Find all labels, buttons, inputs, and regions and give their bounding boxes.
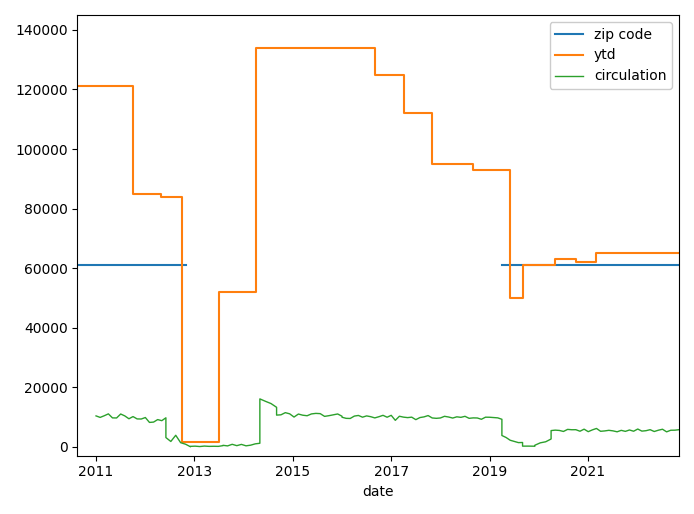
ytd <box>371 71 379 78</box>
Line: ytd: ytd <box>77 48 679 443</box>
ytd <box>572 259 580 265</box>
ytd <box>506 167 514 173</box>
ytd <box>73 83 81 89</box>
ytd <box>129 191 137 197</box>
circulation <box>92 413 100 419</box>
circulation <box>255 396 264 402</box>
ytd <box>469 161 477 167</box>
ytd <box>428 110 437 116</box>
ytd <box>215 439 223 446</box>
ytd <box>518 262 527 268</box>
ytd <box>399 71 407 78</box>
circulation <box>444 414 452 420</box>
ytd <box>572 256 580 262</box>
ytd <box>158 194 166 200</box>
ytd <box>252 45 260 51</box>
ytd <box>178 439 186 446</box>
circulation <box>237 442 246 448</box>
ytd <box>506 295 514 301</box>
Line: circulation: circulation <box>96 399 679 447</box>
ytd <box>592 250 600 256</box>
Legend: zip code, ytd, circulation: zip code, ytd, circulation <box>550 22 672 89</box>
ytd <box>129 83 137 89</box>
zip code <box>73 262 81 268</box>
circulation <box>675 427 683 433</box>
circulation <box>396 413 404 419</box>
ytd <box>158 191 166 197</box>
ytd <box>178 194 186 200</box>
ytd <box>592 259 600 265</box>
X-axis label: date: date <box>362 485 394 499</box>
ytd <box>252 289 260 295</box>
circulation <box>186 444 194 450</box>
zip code <box>182 262 190 268</box>
ytd <box>551 256 559 262</box>
circulation <box>162 415 170 421</box>
ytd <box>518 295 527 301</box>
circulation <box>267 400 276 407</box>
ytd <box>675 250 683 256</box>
ytd <box>215 289 223 295</box>
ytd <box>428 161 437 167</box>
ytd <box>551 262 559 268</box>
ytd <box>469 167 477 173</box>
ytd <box>399 110 407 116</box>
circulation <box>242 443 251 449</box>
ytd <box>371 45 379 51</box>
